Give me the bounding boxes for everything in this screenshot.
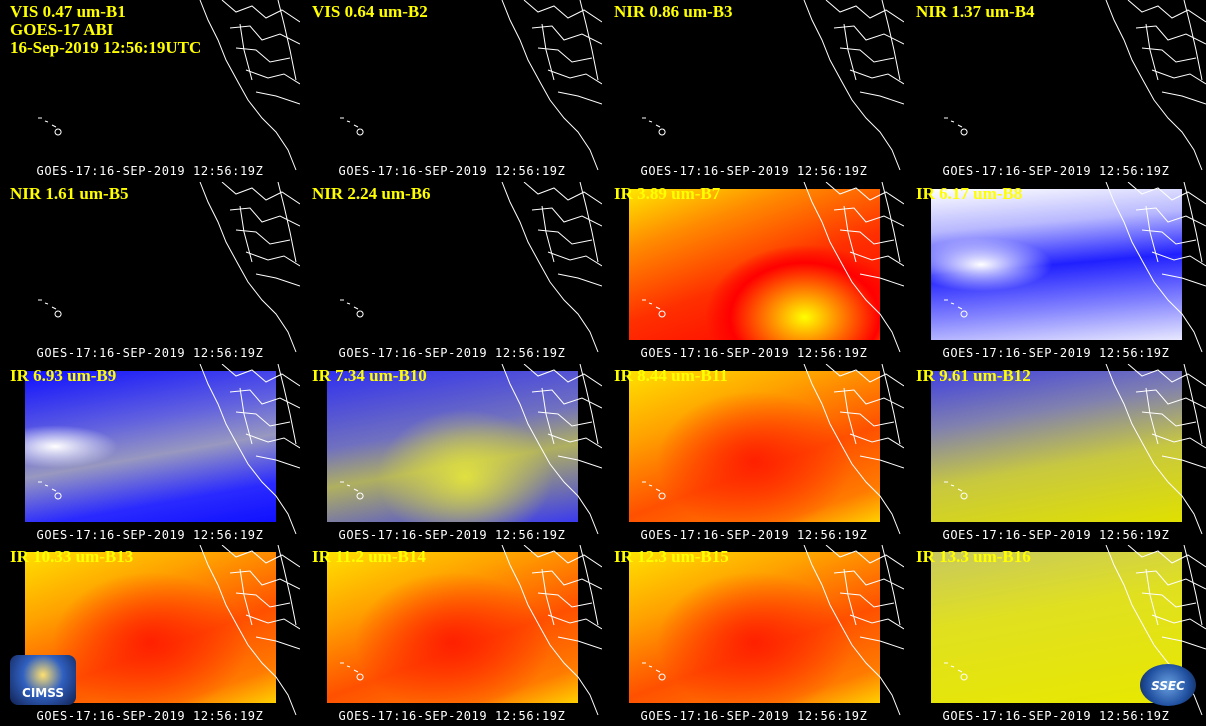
band-label: IR 7.34 um-B10 [312, 366, 427, 385]
band-label: VIS 0.64 um-B2 [312, 2, 428, 21]
band-label: VIS 0.47 um-B1 [10, 2, 126, 21]
satellite-image [327, 552, 578, 703]
coastline [944, 364, 1206, 535]
satellite-image [629, 552, 880, 703]
panel: NIR 1.61 um-B5 GOES-17:16-SEP-2019 12:56:… [0, 182, 300, 362]
panel: VIS 0.47 um-B1 GOES-17:16-SEP-2019 12:56:… [0, 0, 300, 180]
panel: NIR 1.37 um-B4 GOES-17:16-SEP-2019 12:56:… [906, 0, 1206, 180]
coastline-overlay [642, 364, 904, 535]
coastline [944, 0, 1206, 171]
band-label: NIR 1.37 um-B4 [916, 2, 1035, 21]
coastline-overlay [944, 182, 1206, 353]
satellite-image [629, 371, 880, 522]
band-label: IR 6.93 um-B9 [10, 366, 117, 385]
timestamp: GOES-17:16-SEP-2019 12:56:19Z [942, 709, 1170, 723]
timestamp: GOES-17:16-SEP-2019 12:56:19Z [942, 164, 1170, 178]
coastline [642, 545, 904, 716]
panel: IR 12.3 um-B15 GOES-17:16-SEP-2019 12:56:… [604, 545, 904, 725]
coastline [38, 182, 300, 353]
coastline [642, 182, 904, 353]
coastline [38, 364, 300, 535]
coastline [38, 545, 300, 716]
timestamp: GOES-17:16-SEP-2019 12:56:19Z [36, 346, 264, 360]
coastline-overlay [642, 545, 904, 716]
coastline-overlay [340, 0, 602, 171]
satellite-image [931, 552, 1182, 703]
timestamp: GOES-17:16-SEP-2019 12:56:19Z [36, 709, 264, 723]
satellite-image [931, 371, 1182, 522]
coastline [340, 545, 602, 716]
coastline [944, 545, 1206, 716]
coastline-overlay [340, 545, 602, 716]
satellite-image [25, 371, 276, 522]
coastline-overlay [340, 182, 602, 353]
timestamp: GOES-17:16-SEP-2019 12:56:19Z [36, 164, 264, 178]
timestamp: GOES-17:16-SEP-2019 12:56:19Z [640, 164, 868, 178]
ssec-logo: SSEC [1140, 664, 1196, 706]
coastline [944, 182, 1206, 353]
band-label: IR 8.44 um-B11 [614, 366, 728, 385]
panel: NIR 0.86 um-B3 GOES-17:16-SEP-2019 12:56:… [604, 0, 904, 180]
coastline [340, 182, 602, 353]
satellite-image [931, 189, 1182, 340]
satellite-image [629, 189, 880, 340]
panel: IR 7.34 um-B10 GOES-17:16-SEP-2019 12:56:… [302, 364, 602, 544]
timestamp: GOES-17:16-SEP-2019 12:56:19Z [640, 346, 868, 360]
coastline-overlay [38, 364, 300, 535]
timestamp: GOES-17:16-SEP-2019 12:56:19Z [338, 528, 566, 542]
band-label: NIR 0.86 um-B3 [614, 2, 733, 21]
satellite-image [327, 371, 578, 522]
coastline-overlay [944, 364, 1206, 535]
timestamp: GOES-17:16-SEP-2019 12:56:19Z [338, 709, 566, 723]
coastline [642, 364, 904, 535]
timestamp: GOES-17:16-SEP-2019 12:56:19Z [942, 528, 1170, 542]
header-line: 16-Sep-2019 12:56:19UTC [10, 38, 202, 57]
timestamp: GOES-17:16-SEP-2019 12:56:19Z [338, 164, 566, 178]
band-label: IR 12.3 um-B15 [614, 547, 729, 566]
coastline [642, 0, 904, 171]
timestamp: GOES-17:16-SEP-2019 12:56:19Z [640, 528, 868, 542]
panel: IR 9.61 um-B12 GOES-17:16-SEP-2019 12:56:… [906, 364, 1206, 544]
timestamp: GOES-17:16-SEP-2019 12:56:19Z [942, 346, 1170, 360]
band-label: NIR 1.61 um-B5 [10, 184, 129, 203]
panel: IR 3.89 um-B7 GOES-17:16-SEP-2019 12:56:1… [604, 182, 904, 362]
panel: IR 11.2 um-B14 GOES-17:16-SEP-2019 12:56:… [302, 545, 602, 725]
timestamp: GOES-17:16-SEP-2019 12:56:19Z [338, 346, 566, 360]
coastline-overlay [38, 182, 300, 353]
band-label: IR 6.17 um-B8 [916, 184, 1023, 203]
panel: IR 6.93 um-B9 GOES-17:16-SEP-2019 12:56:1… [0, 364, 300, 544]
timestamp: GOES-17:16-SEP-2019 12:56:19Z [36, 528, 264, 542]
coastline-overlay [642, 182, 904, 353]
band-label: NIR 2.24 um-B6 [312, 184, 431, 203]
band-label: IR 13.3 um-B16 [916, 547, 1031, 566]
panel: IR 6.17 um-B8 GOES-17:16-SEP-2019 12:56:1… [906, 182, 1206, 362]
coastline-overlay [340, 364, 602, 535]
band-label: IR 9.61 um-B12 [916, 366, 1031, 385]
panel: IR 8.44 um-B11 GOES-17:16-SEP-2019 12:56:… [604, 364, 904, 544]
coastline [340, 0, 602, 171]
coastline [38, 0, 300, 171]
band-label: IR 3.89 um-B7 [614, 184, 721, 203]
coastline-overlay [944, 545, 1206, 716]
band-label: IR 11.2 um-B14 [312, 547, 426, 566]
header-line: GOES-17 ABI [10, 20, 114, 39]
coastline [340, 364, 602, 535]
panel: NIR 2.24 um-B6 GOES-17:16-SEP-2019 12:56:… [302, 182, 602, 362]
coastline-overlay [38, 0, 300, 171]
coastline-overlay [642, 0, 904, 171]
coastline-overlay [944, 0, 1206, 171]
band-label: IR 10.33 um-B13 [10, 547, 134, 566]
cimss-logo: CIMSS [10, 655, 76, 705]
panel: VIS 0.64 um-B2 GOES-17:16-SEP-2019 12:56:… [302, 0, 602, 180]
timestamp: GOES-17:16-SEP-2019 12:56:19Z [640, 709, 868, 723]
